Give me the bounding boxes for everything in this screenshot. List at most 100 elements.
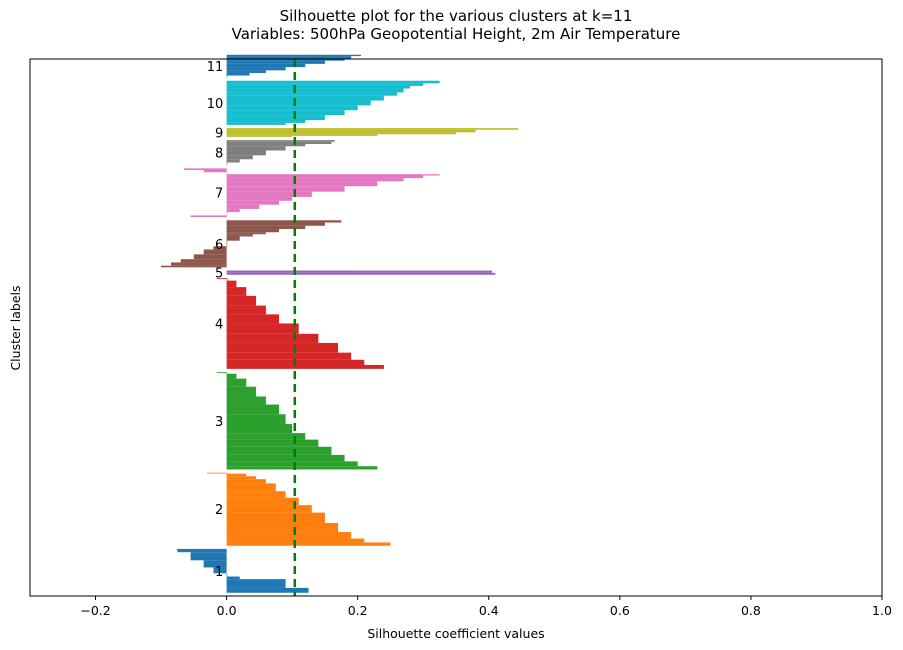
chart-title-line-2: Variables: 500hPa Geopotential Height, 2… <box>232 25 681 43</box>
cluster-1-bar-8 <box>176 548 227 550</box>
cluster-1-silhouette <box>176 548 309 593</box>
cluster-label-5: 5 <box>215 267 223 282</box>
cluster-4-bar-12 <box>216 278 227 279</box>
cluster-8-silhouette <box>226 140 335 166</box>
cluster-10-bar-9 <box>226 85 411 89</box>
cluster-10-silhouette <box>226 80 440 125</box>
cluster-label-6: 6 <box>215 238 223 253</box>
cluster-6-bar-6 <box>226 240 228 247</box>
cluster-7-bar-2 <box>226 208 240 213</box>
cluster-1-bar-3 <box>226 573 228 577</box>
x-tick-label: 0.2 <box>348 603 368 618</box>
cluster-4-bar-7 <box>226 305 266 315</box>
cluster-10-bar-2 <box>226 115 325 121</box>
cluster-label-3: 3 <box>215 415 223 430</box>
cluster-6-bar-12 <box>226 222 325 226</box>
cluster-9-silhouette <box>226 128 519 137</box>
cluster-1-bar-5 <box>203 560 227 568</box>
cluster-10-bar-7 <box>226 92 398 96</box>
cluster-11-bar-6 <box>226 58 345 61</box>
cluster-label-1: 1 <box>215 565 223 580</box>
cluster-1-bar-2 <box>226 576 240 580</box>
cluster-2-bar-0 <box>226 542 391 546</box>
cluster-4-bar-9 <box>226 287 247 296</box>
silhouette-bars <box>161 54 519 593</box>
cluster-label-11: 11 <box>207 60 224 75</box>
y-axis-label: Cluster labels <box>8 285 23 370</box>
cluster-label-10: 10 <box>207 97 224 112</box>
cluster-10-bar-4 <box>226 105 358 111</box>
x-tick-label: 0.6 <box>610 603 630 618</box>
cluster-7-bar-13 <box>203 169 227 173</box>
cluster-3-bar-4 <box>226 439 319 447</box>
cluster-9-bar-0 <box>226 135 293 137</box>
cluster-8-bar-1 <box>226 159 240 163</box>
cluster-labels: 1 2 3 4 5 6 7 8 9 10 11 <box>207 60 224 580</box>
x-tick-label: −0.2 <box>80 603 110 618</box>
cluster-7-bar-0 <box>190 215 227 218</box>
cluster-2-bar-9 <box>226 479 266 484</box>
cluster-4-bar-3 <box>226 342 339 353</box>
cluster-8-bar-0 <box>226 162 228 166</box>
cluster-6-bar-8 <box>226 234 253 237</box>
cluster-7-bar-11 <box>226 174 440 176</box>
cluster-6-bar-5 <box>213 246 227 250</box>
cluster-2-bar-11 <box>226 473 247 477</box>
cluster-2-bar-8 <box>226 483 276 492</box>
cluster-11-bar-2 <box>226 70 266 73</box>
cluster-2-bar-2 <box>226 532 352 539</box>
cluster-3-bar-12 <box>226 373 237 379</box>
cluster-3-bar-9 <box>226 396 266 405</box>
cluster-7-bar-4 <box>226 200 280 205</box>
cluster-7-bar-6 <box>226 191 312 197</box>
cluster-8-bar-7 <box>226 140 335 142</box>
cluster-8-bar-3 <box>226 150 266 156</box>
cluster-1-bar-1 <box>226 579 286 588</box>
cluster-7-bar-5 <box>226 196 293 201</box>
cluster-2-bar-4 <box>226 512 325 523</box>
cluster-2-bar-6 <box>226 497 299 506</box>
cluster-2-bar-3 <box>226 522 339 533</box>
cluster-9-bar-1 <box>226 134 378 136</box>
cluster-4-bar-2 <box>226 352 352 360</box>
cluster-3-bar-5 <box>226 433 306 440</box>
cluster-2-bar-10 <box>226 476 257 480</box>
cluster-11-bar-1 <box>226 72 250 76</box>
x-tick-label: 0.0 <box>217 603 237 618</box>
cluster-2-silhouette <box>206 472 391 546</box>
cluster-7-bar-7 <box>226 186 345 192</box>
cluster-label-4: 4 <box>215 317 223 332</box>
cluster-3-bar-2 <box>226 454 345 462</box>
cluster-8-bar-5 <box>226 144 306 147</box>
cluster-4-bar-0 <box>226 364 384 369</box>
cluster-6-bar-1 <box>170 262 227 266</box>
cluster-7-silhouette <box>184 168 440 218</box>
cluster-5-bar-1 <box>226 270 493 273</box>
cluster-7-bar-9 <box>226 178 404 182</box>
chart-title-line-1: Silhouette plot for the various clusters… <box>280 7 633 25</box>
plot-frame <box>29 58 883 597</box>
cluster-3-bar-8 <box>226 404 280 415</box>
cluster-3-bar-6 <box>226 424 293 434</box>
cluster-11-bar-7 <box>226 56 352 59</box>
cluster-label-8: 8 <box>215 147 223 162</box>
cluster-2-bar-13 <box>206 472 227 474</box>
cluster-3-bar-7 <box>226 414 286 425</box>
cluster-7-bar-3 <box>226 204 260 209</box>
cluster-8-bar-4 <box>226 146 286 151</box>
cluster-7-bar-1 <box>226 212 228 216</box>
cluster-7-bar-10 <box>226 175 424 179</box>
cluster-11-bar-8 <box>226 54 361 57</box>
cluster-3-bar-10 <box>226 386 257 397</box>
cluster-10-bar-1 <box>226 120 306 123</box>
cluster-11-bar-4 <box>226 63 306 68</box>
cluster-6-bar-13 <box>226 220 342 223</box>
cluster-9-bar-4 <box>226 128 519 130</box>
cluster-4-bar-6 <box>226 314 280 324</box>
cluster-7-bar-14 <box>184 168 227 170</box>
cluster-11-bar-0 <box>226 75 228 78</box>
cluster-6-bar-4 <box>203 249 227 255</box>
cluster-10-bar-5 <box>226 100 371 106</box>
cluster-5-bar-2 <box>226 270 352 272</box>
